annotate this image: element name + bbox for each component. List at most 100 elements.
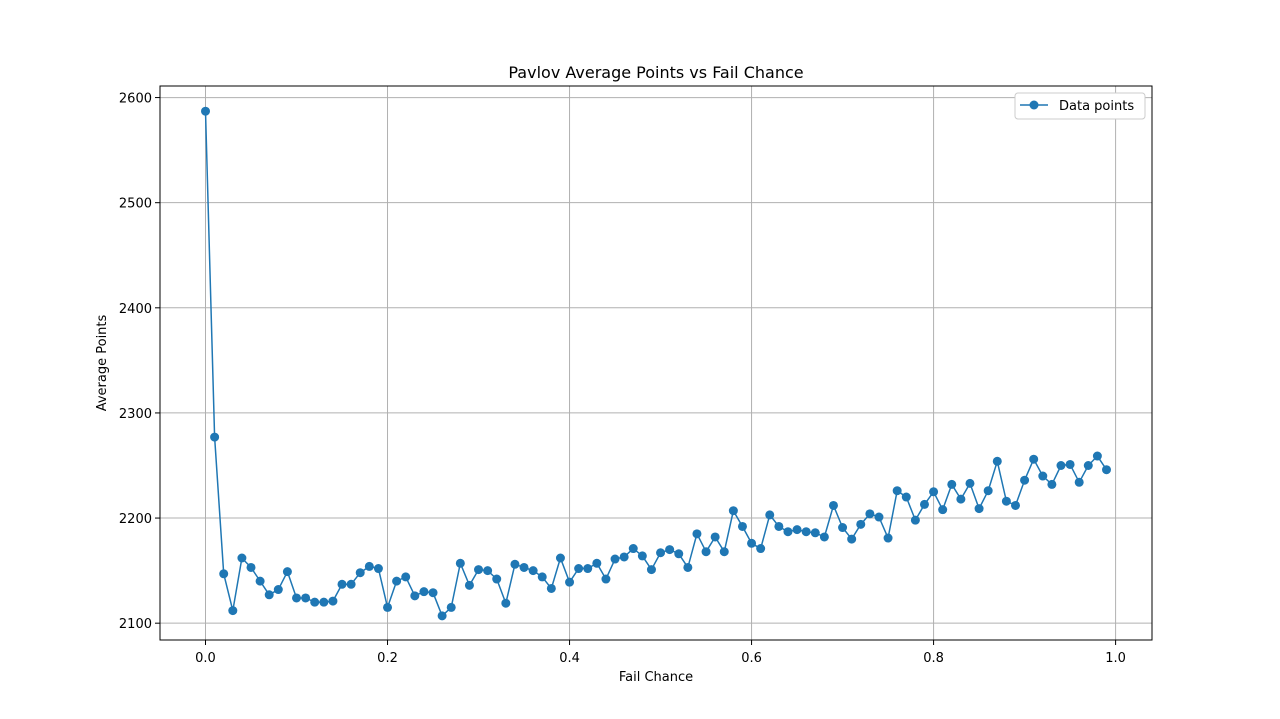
data-point	[273, 585, 283, 595]
data-point	[974, 504, 984, 514]
data-point	[228, 606, 238, 616]
data-point	[710, 532, 720, 542]
data-point	[474, 565, 484, 575]
y-axis-label: Average Points	[95, 314, 110, 411]
data-point	[464, 580, 474, 590]
data-point	[965, 478, 975, 488]
data-point	[1001, 496, 1011, 506]
data-point	[337, 579, 347, 589]
data-point	[947, 479, 957, 489]
data-point	[1047, 479, 1057, 489]
data-point	[938, 505, 948, 515]
data-point	[728, 506, 738, 516]
data-point	[1074, 477, 1084, 487]
data-point	[519, 562, 529, 572]
data-point	[428, 588, 438, 598]
data-point	[528, 566, 538, 576]
data-point	[246, 562, 256, 572]
data-point	[583, 564, 593, 574]
data-point	[665, 545, 675, 555]
y-tick-label: 2500	[119, 197, 152, 212]
data-point	[783, 527, 793, 537]
data-point	[874, 512, 884, 522]
data-point	[919, 499, 929, 509]
data-point	[865, 509, 875, 519]
data-point	[747, 538, 757, 548]
data-point	[801, 527, 811, 537]
legend-marker	[1029, 100, 1039, 110]
data-point	[565, 577, 575, 587]
y-tick-label: 2300	[119, 407, 152, 422]
legend: Data points	[1014, 92, 1146, 120]
data-point	[264, 590, 274, 600]
data-point	[628, 544, 638, 554]
data-point	[1083, 461, 1093, 470]
data-point	[292, 593, 302, 603]
data-point	[856, 519, 866, 529]
data-point	[201, 106, 210, 116]
grid-lines	[160, 86, 1152, 640]
data-point	[683, 562, 693, 572]
data-point	[546, 583, 556, 593]
data-point	[574, 564, 584, 574]
data-point	[719, 547, 729, 557]
data-point	[355, 568, 365, 578]
data-point	[301, 593, 311, 603]
data-point	[410, 591, 420, 601]
data-point	[774, 521, 784, 531]
data-point	[455, 558, 465, 568]
data-point	[929, 487, 939, 497]
x-tick-label: 1.0	[1105, 651, 1126, 666]
data-point	[373, 564, 383, 574]
data-point	[364, 561, 374, 571]
data-point	[419, 587, 429, 597]
data-point	[328, 596, 338, 606]
data-point	[810, 528, 820, 538]
data-point	[555, 553, 565, 563]
data-point	[437, 611, 447, 621]
data-point	[1065, 459, 1075, 469]
y-tick-label: 2400	[119, 302, 152, 317]
data-point	[674, 549, 684, 559]
data-point	[446, 602, 456, 612]
data-point	[610, 554, 620, 564]
data-point	[592, 558, 602, 568]
data-point	[1020, 475, 1030, 485]
data-point	[1029, 454, 1039, 464]
data-point	[656, 548, 666, 558]
series-line	[204, 111, 1108, 617]
data-point	[819, 532, 829, 542]
y-tick-label: 2100	[119, 617, 152, 632]
data-point	[756, 544, 766, 554]
data-point	[1038, 471, 1048, 481]
x-tick-label: 0.4	[559, 651, 580, 666]
data-point	[392, 576, 402, 586]
data-point	[901, 492, 911, 502]
data-point	[601, 574, 611, 584]
data-point	[883, 533, 893, 543]
x-tick-label: 0.6	[741, 651, 762, 666]
legend-box	[1014, 92, 1146, 120]
data-point	[701, 547, 711, 557]
data-point	[956, 494, 966, 504]
data-point	[492, 574, 502, 584]
data-point	[237, 553, 247, 563]
data-point	[992, 456, 1002, 466]
plot-area-frame	[159, 85, 1153, 641]
data-point	[983, 486, 993, 496]
data-point	[401, 572, 411, 582]
data-point	[510, 559, 520, 569]
data-point	[210, 432, 220, 442]
data-point	[619, 552, 629, 562]
data-point	[310, 597, 320, 607]
data-point	[1010, 500, 1020, 510]
x-tick-label: 0.8	[923, 651, 944, 666]
data-point	[1102, 465, 1111, 475]
data-point	[319, 597, 329, 607]
data-point	[910, 515, 920, 525]
data-point	[1092, 451, 1102, 461]
x-axis-ticks: 0.0 0.2 0.4 0.6 0.8 1.0	[195, 640, 1126, 666]
data-point	[792, 525, 802, 535]
data-point	[346, 579, 356, 589]
